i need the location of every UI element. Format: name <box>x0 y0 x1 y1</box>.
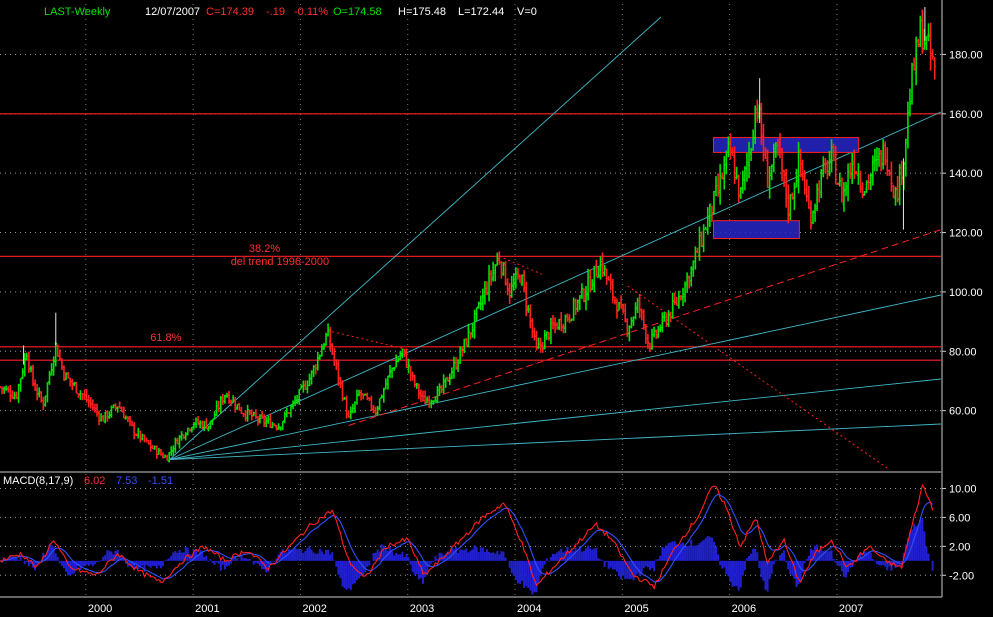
y-axis-tick-label: 120.00 <box>949 228 983 240</box>
header-symbol: LAST-Weekly <box>44 6 111 18</box>
fan-trendline <box>169 16 662 460</box>
macd-hist-value: -1.51 <box>148 475 173 487</box>
y-axis-tick-label: 100.00 <box>949 287 983 299</box>
header-change-pct: -0.11% <box>294 6 328 18</box>
macd-axis-tick-label: 6.00 <box>949 512 970 524</box>
macd-axis-tick-label: -2.00 <box>949 570 974 582</box>
y-axis-tick-label: 80.00 <box>949 346 977 358</box>
x-axis-tick-label: 2004 <box>517 603 541 615</box>
annotation-fib-618: 61.8% <box>150 332 181 344</box>
fan-trendline <box>169 294 942 461</box>
macd-title: MACD(8,17,9) <box>3 475 73 487</box>
fan-trendline <box>169 111 942 461</box>
x-axis-tick-label: 2003 <box>410 603 434 615</box>
header-volume: V=0 <box>517 6 537 18</box>
macd-value: 6.02 <box>84 475 105 487</box>
annotation-fib-382: 38.2% <box>249 243 280 255</box>
header-change: -.19 <box>266 6 285 18</box>
y-axis-tick-label: 60.00 <box>949 406 977 418</box>
header-low: L=172.44 <box>458 6 504 18</box>
price-zone-box <box>713 220 800 239</box>
dashed-support-line <box>348 229 942 426</box>
header-close: C=174.39 <box>206 6 254 18</box>
header-date: 12/07/2007 <box>145 6 200 18</box>
fan-trendline <box>169 378 942 461</box>
x-axis-tick-label: 2007 <box>839 603 863 615</box>
y-axis-tick-label: 180.00 <box>949 49 983 61</box>
y-axis-tick-label: 160.00 <box>949 109 983 121</box>
macd-line <box>0 483 934 590</box>
fan-trendline <box>169 423 942 461</box>
annotation-trend-note: del trend 1996-2000 <box>231 256 329 268</box>
x-axis-tick-label: 2002 <box>302 603 326 615</box>
header-high: H=175.48 <box>398 6 446 18</box>
y-axis-tick-label: 140.00 <box>949 168 983 180</box>
x-axis-tick-label: 2006 <box>732 603 756 615</box>
macd-signal-value: 7.53 <box>116 475 137 487</box>
x-axis-tick-label: 2005 <box>624 603 648 615</box>
dotted-downtrend-line <box>627 285 891 471</box>
x-axis-tick-label: 2001 <box>195 603 219 615</box>
header-open: O=174.58 <box>333 6 382 18</box>
x-axis-tick-label: 2000 <box>88 603 112 615</box>
macd-axis-tick-label: 10.00 <box>949 483 977 495</box>
macd-axis-tick-label: 2.00 <box>949 541 970 553</box>
